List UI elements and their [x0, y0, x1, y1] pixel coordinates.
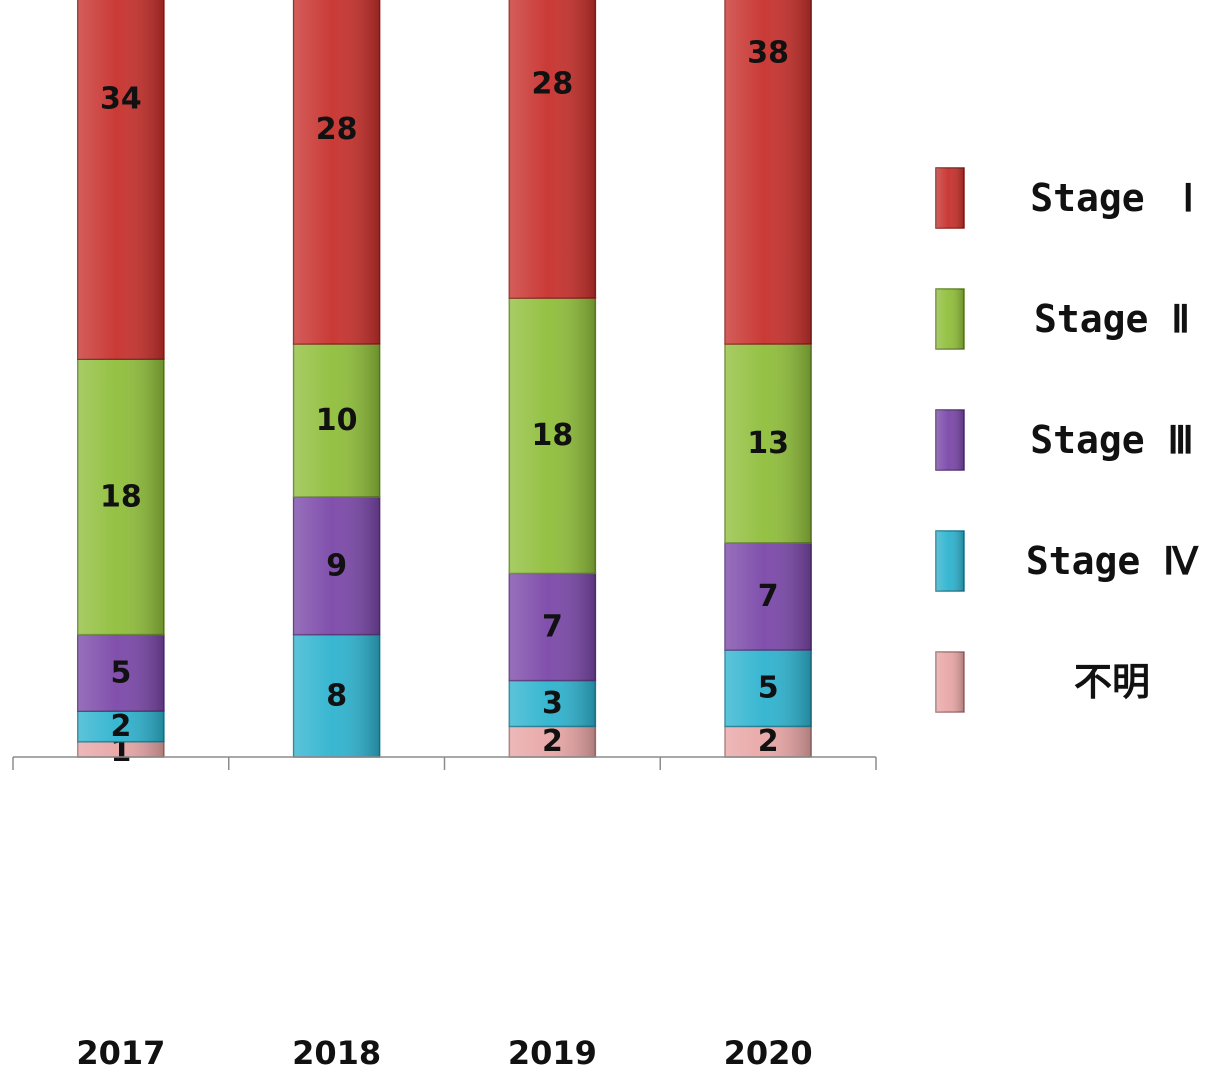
bar-segment-shading: [77, 359, 164, 635]
legend-swatch-shading: [936, 168, 964, 228]
legend-swatch-shading: [936, 410, 964, 470]
data-label: 28: [532, 66, 574, 101]
bar-segment-shading: [509, 0, 596, 298]
bar-segment-shading: [77, 634, 164, 712]
bar-segment-shading: [77, 0, 164, 360]
data-label: 13: [747, 426, 789, 461]
data-label: 18: [100, 479, 142, 514]
bar-segment-shading: [77, 741, 164, 757]
bar-segment-shading: [293, 0, 380, 344]
data-label: 38: [747, 36, 789, 71]
legend-swatch-shading: [936, 289, 964, 349]
x-tick-label: 2019: [508, 1034, 597, 1072]
bar-segment-shading: [509, 573, 596, 681]
bar-segment-shading: [725, 726, 812, 757]
data-label: 10: [316, 403, 358, 438]
legend-label: Stage Ⅳ: [1026, 539, 1199, 583]
bar-segment-shading: [293, 634, 380, 757]
data-label: 7: [542, 609, 563, 644]
data-label: 18: [532, 418, 574, 453]
x-axis: 2017 2018 2019 2020: [12, 756, 877, 1072]
bar-segment-shading: [509, 298, 596, 574]
legend-label: Stage Ⅰ: [1030, 176, 1194, 220]
data-label: 9: [326, 548, 347, 583]
x-tick-label: 2018: [292, 1034, 381, 1072]
data-label: 2: [758, 724, 779, 759]
data-label: 2: [110, 709, 131, 744]
bar-segment-shading: [293, 496, 380, 635]
legend-label: Stage Ⅱ: [1034, 297, 1190, 341]
data-label: 7: [758, 579, 779, 614]
bar-segment-shading: [293, 343, 380, 497]
data-label: 2: [542, 724, 563, 759]
bar-segment-shading: [725, 343, 812, 543]
bar-segment-shading: [509, 726, 596, 757]
data-label: 8: [326, 678, 347, 713]
data-label: 3: [542, 686, 563, 721]
data-label: 5: [110, 655, 131, 690]
bar-segment-shading: [77, 711, 164, 742]
bar-segment-shading: [725, 649, 812, 727]
x-tick-label: 2017: [76, 1034, 165, 1072]
legend: Stage Ⅰ Stage Ⅱ Stage Ⅲ Stage Ⅳ 不明: [935, 167, 1199, 713]
bar-segment-shading: [509, 680, 596, 727]
legend-label: Stage Ⅲ: [1030, 418, 1193, 462]
bar-segment-shading: [725, 542, 812, 650]
legend-swatch-shading: [936, 531, 964, 591]
x-tick-label: 2020: [724, 1034, 813, 1072]
bar-segment-shading: [725, 0, 812, 344]
legend-label: 不明: [1074, 660, 1150, 704]
data-label: 1: [110, 734, 131, 769]
data-label: 5: [758, 671, 779, 706]
data-label: 34: [100, 82, 142, 117]
legend-swatch-shading: [936, 652, 964, 712]
data-label: 28: [316, 112, 358, 147]
